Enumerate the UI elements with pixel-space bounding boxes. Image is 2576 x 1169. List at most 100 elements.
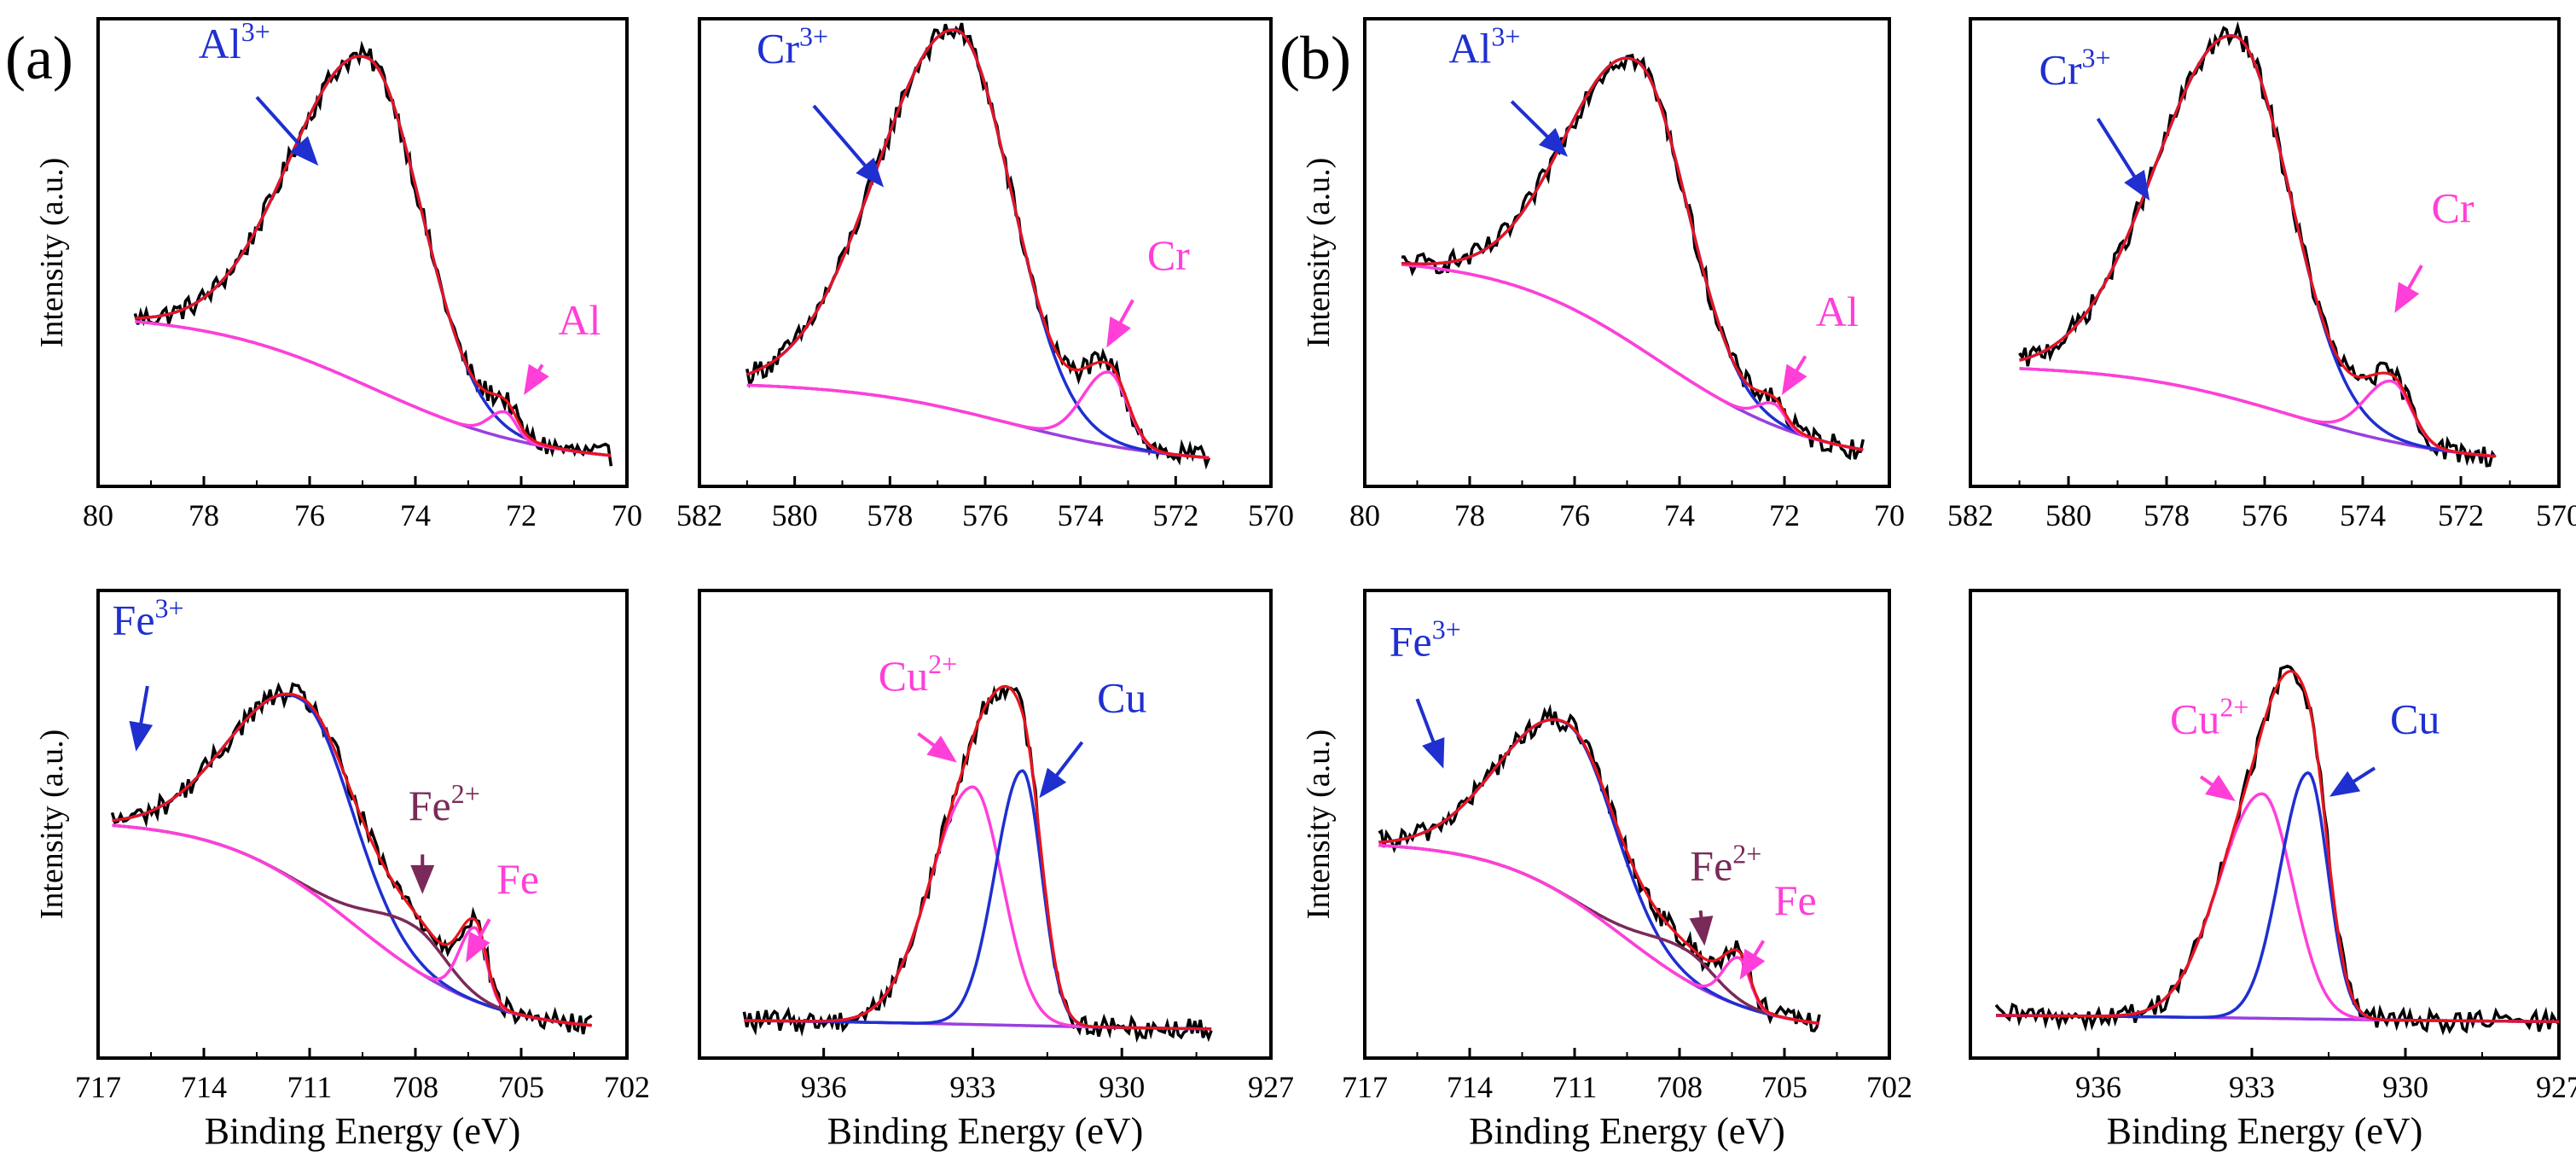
- x-tick-label: 936: [801, 1070, 847, 1104]
- annotation-arrowhead: [1781, 363, 1807, 395]
- peak-al-line: [135, 320, 612, 457]
- annotation-arrowhead: [926, 736, 957, 763]
- envelope-fit-line: [2019, 34, 2496, 458]
- peak-label: Fe: [496, 855, 539, 903]
- peak-label: Al: [1816, 288, 1859, 335]
- raw-spectrum-line: [2018, 20, 2497, 468]
- peak-label: Cr: [1147, 231, 1190, 279]
- annotation-arrowhead: [2205, 775, 2236, 802]
- envelope-fit-line: [135, 55, 612, 457]
- peak-label: Fe2+: [409, 778, 480, 829]
- y-axis-label: Intensity (a.u.): [34, 158, 70, 348]
- peak-label: Cu: [2390, 695, 2440, 743]
- peak-cu2+-line: [744, 785, 1212, 1031]
- plot-frame: [1969, 589, 2561, 1060]
- background-line: [2019, 367, 2496, 458]
- chart-panel-1: 80 78 76 74 72 70 Intensity (a.u.) Al3+ Al: [34, 16, 642, 532]
- peak-fe-line: [1378, 843, 1820, 1026]
- chart-panel-2: 582 580 578 576 574 572 570 Cr3+ Cr: [676, 17, 1294, 532]
- annotation-arrowhead: [2329, 771, 2361, 797]
- x-tick-label: 70: [612, 498, 642, 532]
- x-axis-label: Binding Energy (eV): [1469, 1110, 1785, 1152]
- x-tick-label: 580: [772, 498, 818, 532]
- y-axis-label: Intensity (a.u.): [1301, 730, 1337, 920]
- raw-spectrum-line: [742, 684, 1213, 1044]
- envelope-fit-line: [746, 28, 1210, 459]
- x-tick-label: 580: [2045, 498, 2092, 532]
- peak-cr3+-line: [2019, 34, 2496, 458]
- x-tick-label: 708: [392, 1070, 438, 1104]
- peak-cu2+-line: [1996, 792, 2559, 1024]
- annotation-arrowhead: [1538, 127, 1568, 157]
- annotation-arrowhead: [1106, 316, 1131, 348]
- x-tick-label: 702: [1866, 1070, 1912, 1104]
- x-axis-label: Binding Energy (eV): [2107, 1110, 2423, 1152]
- x-tick-label: 578: [2144, 498, 2190, 532]
- peak-label: Cr: [2432, 184, 2474, 232]
- x-tick-label: 930: [2382, 1070, 2428, 1104]
- x-tick-label: 576: [962, 498, 1008, 532]
- x-tick-label: 80: [83, 498, 113, 532]
- envelope-fit-line: [1378, 718, 1820, 1025]
- x-tick-label: 76: [1559, 498, 1590, 532]
- chart-panel-8: 936 933 930 927 Binding Energy (eV) Cu2+ Cu: [1969, 589, 2576, 1152]
- x-tick-label: 582: [1947, 498, 1993, 532]
- x-tick-label: 74: [1664, 498, 1695, 532]
- x-tick-label: 930: [1099, 1070, 1145, 1104]
- annotation-arrowhead: [1039, 767, 1067, 799]
- background-line: [1378, 843, 1820, 1026]
- peak-label: Fe3+: [113, 592, 184, 643]
- annotation-arrowhead: [2124, 170, 2150, 201]
- envelope-fit-line: [1401, 56, 1864, 451]
- x-tick-label: 578: [867, 498, 913, 532]
- peak-label: Al3+: [199, 16, 270, 67]
- x-tick-label: 708: [1656, 1070, 1703, 1104]
- peak-label: Cr3+: [757, 20, 828, 72]
- chart-panel-7: 717 714 711 708 705 702 Intensity (a.u.) Bindin…: [1301, 589, 1912, 1152]
- peak-cu-line: [1996, 771, 2559, 1024]
- peak-al3+-line: [135, 55, 612, 457]
- x-tick-label: 570: [1248, 498, 1294, 532]
- x-tick-label: 711: [287, 1070, 333, 1104]
- x-tick-label: 572: [1152, 498, 1198, 532]
- x-tick-label: 714: [181, 1070, 227, 1104]
- plot-frame: [698, 589, 1273, 1060]
- x-tick-label: 572: [2438, 498, 2484, 532]
- raw-spectrum-line: [746, 22, 1211, 470]
- x-tick-label: 705: [498, 1070, 544, 1104]
- annotation-arrowhead: [524, 363, 549, 395]
- peak-fe2+-line: [1378, 843, 1820, 1026]
- peak-label: Fe3+: [1390, 614, 1461, 666]
- envelope-fit-line: [744, 684, 1212, 1031]
- chart-panels: 80 78 76 74 72 70 Intensity (a.u.) Al3+ Al 582 580…: [34, 16, 2576, 1152]
- x-tick-label: 714: [1447, 1070, 1493, 1104]
- x-axis-label: Binding Energy (eV): [827, 1110, 1144, 1152]
- group-label-a: (a): [5, 24, 73, 92]
- annotation-arrowhead: [410, 864, 435, 894]
- x-tick-label: 717: [1342, 1070, 1388, 1104]
- background-line: [746, 383, 1210, 460]
- annotation-arrowhead: [856, 157, 885, 188]
- plot-frame: [96, 589, 629, 1060]
- chart-panel-6: 936 933 930 927 Binding Energy (eV) Cu2+ Cu: [698, 589, 1294, 1152]
- raw-spectrum-line: [133, 40, 613, 467]
- x-tick-label: 74: [400, 498, 431, 532]
- x-tick-label: 711: [1552, 1070, 1598, 1104]
- peak-cr-line: [2019, 367, 2496, 458]
- group-label-b: (b): [1279, 24, 1351, 92]
- peak-cu-line: [744, 769, 1212, 1031]
- peak-label: Fe: [1774, 876, 1817, 924]
- peak-al-line: [1401, 263, 1864, 451]
- plot-frame: [96, 17, 629, 488]
- x-tick-label: 576: [2242, 498, 2288, 532]
- annotation-arrowhead: [466, 931, 490, 963]
- peak-cr3+-line: [746, 28, 1210, 460]
- x-tick-label: 78: [1454, 498, 1485, 532]
- chart-panel-4: 582 580 578 576 574 572 570 Cr3+ Cr: [1947, 17, 2576, 532]
- x-tick-label: 927: [2536, 1070, 2576, 1104]
- annotation-arrowhead: [290, 136, 319, 166]
- y-axis-label: Intensity (a.u.): [34, 730, 70, 920]
- x-tick-label: 80: [1349, 498, 1380, 532]
- x-axis-label: Binding Energy (eV): [205, 1110, 521, 1152]
- chart-panel-5: 717 714 711 708 705 702 Intensity (a.u.) Bindin…: [34, 589, 650, 1152]
